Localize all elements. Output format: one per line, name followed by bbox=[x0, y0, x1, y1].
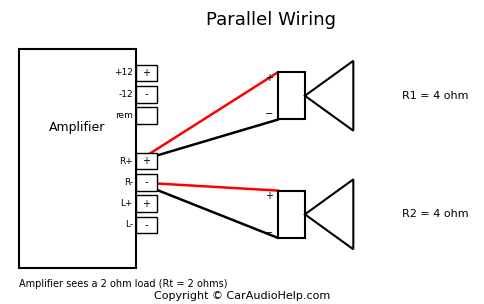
Text: -: - bbox=[145, 220, 148, 230]
Text: R2 = 4 ohm: R2 = 4 ohm bbox=[402, 209, 469, 219]
Text: +: + bbox=[265, 191, 272, 201]
Text: +: + bbox=[142, 68, 151, 78]
Text: L+: L+ bbox=[121, 199, 133, 208]
Text: Amplifier: Amplifier bbox=[49, 121, 106, 134]
Bar bbox=[136, 64, 157, 81]
Text: L-: L- bbox=[125, 220, 133, 230]
Text: +: + bbox=[142, 156, 151, 166]
Text: -: - bbox=[145, 89, 148, 99]
Text: R1 = 4 ohm: R1 = 4 ohm bbox=[402, 91, 469, 101]
Text: +: + bbox=[265, 73, 272, 82]
Polygon shape bbox=[305, 61, 353, 131]
Bar bbox=[136, 216, 157, 233]
Text: Parallel Wiring: Parallel Wiring bbox=[206, 11, 336, 29]
Polygon shape bbox=[305, 179, 353, 249]
Text: −: − bbox=[265, 109, 272, 119]
Bar bbox=[19, 49, 136, 268]
Text: R+: R+ bbox=[120, 157, 133, 166]
Bar bbox=[278, 72, 305, 119]
Text: +12: +12 bbox=[114, 68, 133, 78]
Bar bbox=[136, 174, 157, 191]
Text: rem: rem bbox=[115, 111, 133, 120]
Bar bbox=[136, 195, 157, 212]
Text: -: - bbox=[145, 178, 148, 187]
Bar bbox=[136, 107, 157, 124]
Bar bbox=[136, 86, 157, 103]
Text: Copyright © CarAudioHelp.com: Copyright © CarAudioHelp.com bbox=[154, 291, 330, 301]
Text: −: − bbox=[265, 228, 272, 237]
Text: -12: -12 bbox=[119, 90, 133, 99]
Bar bbox=[136, 153, 157, 170]
Text: +: + bbox=[142, 199, 151, 209]
Text: Amplifier sees a 2 ohm load (Rt = 2 ohms): Amplifier sees a 2 ohm load (Rt = 2 ohms… bbox=[19, 279, 228, 289]
Text: R-: R- bbox=[124, 178, 133, 187]
Bar bbox=[278, 191, 305, 238]
